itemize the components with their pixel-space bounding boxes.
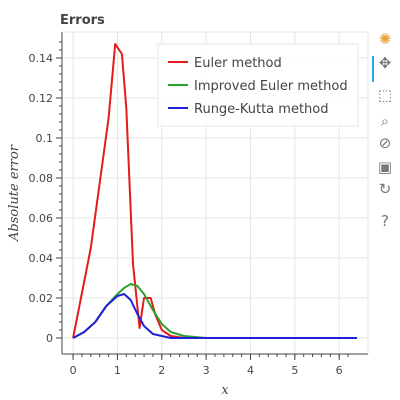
x-tick-label: 3 — [203, 364, 210, 377]
pan-icon[interactable]: ✥ — [378, 54, 392, 72]
x-tick-label: 2 — [158, 364, 165, 377]
x-tick-label: 1 — [114, 364, 121, 377]
box-zoom-icon[interactable]: ⬚ — [377, 86, 393, 104]
x-axis-label: x — [221, 383, 229, 398]
save-icon[interactable]: ▣ — [377, 158, 393, 176]
x-tick-label: 6 — [336, 364, 343, 377]
wheel-zoom-icon[interactable]: ⌕ — [380, 112, 390, 130]
y-tick-label: 0.02 — [29, 292, 54, 305]
lasso-select-icon[interactable]: ⊘ — [378, 134, 392, 152]
reset-icon[interactable]: ↻ — [378, 180, 392, 198]
active-tool-indicator — [372, 56, 374, 82]
y-tick-label: 0.12 — [29, 92, 54, 105]
legend-label[interactable]: Improved Euler method — [194, 79, 348, 94]
toolbar: ✺ ✥ ⬚ ⌕ ⊘ ▣ ↻? — [372, 28, 398, 268]
x-tick-label: 4 — [247, 364, 254, 377]
series-line[interactable] — [72, 293, 357, 339]
y-tick-label: 0.06 — [29, 212, 54, 225]
legend: Euler method Improved Euler method Runge-K… — [157, 43, 359, 127]
bokeh-logo-icon[interactable]: ✺ — [378, 30, 392, 48]
x-tick-label: 0 — [70, 364, 77, 377]
y-tick-label: 0.1 — [36, 132, 54, 145]
legend-label[interactable]: Runge-Kutta method — [194, 102, 328, 117]
legend-label[interactable]: Euler method — [194, 56, 282, 71]
y-tick-label: 0 — [46, 332, 53, 345]
y-tick-label: 0.08 — [29, 172, 54, 185]
axes: 0 1 2 3 4 5 6 0 0.02 0.04 0.06 0.08 0.1 0.12 0.14 — [29, 32, 368, 377]
chart-title: Errors — [60, 13, 105, 28]
series-group — [72, 43, 357, 339]
y-axis-label: Absolute error — [7, 144, 22, 242]
help-icon[interactable]: ? — [381, 212, 389, 230]
y-tick-label: 0.04 — [29, 252, 54, 265]
legend-box — [157, 43, 359, 127]
x-tick-label: 5 — [291, 364, 298, 377]
y-tick-label: 0.14 — [29, 52, 54, 65]
